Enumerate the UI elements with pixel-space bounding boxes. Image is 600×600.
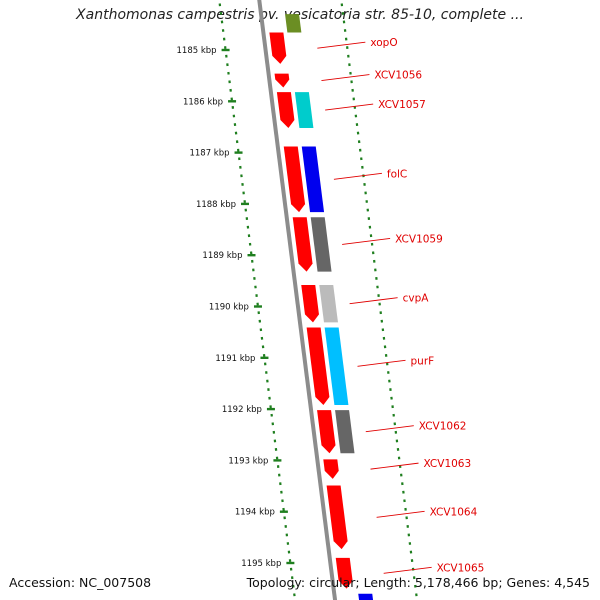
label-leader [325,103,374,111]
label-leader [321,74,370,81]
cds-arrow [326,485,348,550]
gene-label: xopO [370,37,397,49]
tick-label: 1195 kbp [241,559,281,569]
accession-text: Accession: NC_007508 [9,575,152,590]
feature-block [324,327,349,405]
feature-track [269,14,374,600]
feature-block [335,410,355,454]
cds-arrow [269,32,287,64]
tick-label: 1187 kbp [189,149,229,159]
feature-block [319,284,338,323]
tick-label: 1188 kbp [196,200,236,210]
label-leader [365,425,414,433]
cds-arrow [323,459,339,479]
gene-label: cvpA [403,293,430,305]
cds-arrow [276,92,295,128]
gc-dotted-tracks [218,3,418,597]
cds-arrow [317,410,336,454]
gene-label: XCV1064 [430,506,478,518]
feature-block [285,14,302,33]
cds-arrow [306,327,330,405]
gene-labels: xopO XCV1056 XCV1057 folC XCV1059 cvpA purF XCV… [317,37,484,574]
gene-label: XCV1056 [374,70,422,82]
tick-label: 1190 kbp [209,303,249,313]
gene-label: XCV1057 [378,99,426,111]
feature-block [294,92,314,128]
backbone-line [257,0,338,600]
label-leader [383,566,432,574]
label-leader [342,237,391,245]
tick-label: 1191 kbp [215,354,255,364]
tick-label: 1193 kbp [228,456,268,466]
feature-block [358,593,374,600]
feature-block [310,217,332,272]
tick-label: 1185 kbp [177,46,217,56]
cds-arrow [301,284,319,323]
map-title: Xanthomonas campestris pv. vesicatoria s… [76,7,524,23]
tick-label: 1194 kbp [235,508,275,518]
cds-arrow [283,146,306,213]
label-leader [370,462,419,470]
gene-label: XCV1063 [424,458,472,470]
cds-arrow [274,73,290,88]
label-leader [357,359,406,367]
label-leader [349,297,398,305]
cds-arrow [335,557,353,589]
tick-label: 1186 kbp [183,97,223,107]
gene-label: XCV1059 [395,233,443,245]
cds-arrow [292,217,313,272]
gene-label: XCV1062 [419,421,467,433]
kbp-ticks: 1185 kbp 1186 kbp 1187 kbp 1188 kbp 1189 kbp… [177,46,295,569]
gene-label: folC [387,168,407,180]
label-leader [376,510,425,518]
tick-label: 1189 kbp [202,251,242,261]
gene-label: purF [411,355,435,367]
gene-label: XCV1065 [437,562,485,574]
label-leader [317,41,366,49]
label-leader [333,172,382,180]
topology-text: Topology: circular; Length: 5,178,466 bp… [246,575,590,590]
feature-block [301,146,325,213]
tick-label: 1192 kbp [222,405,262,415]
